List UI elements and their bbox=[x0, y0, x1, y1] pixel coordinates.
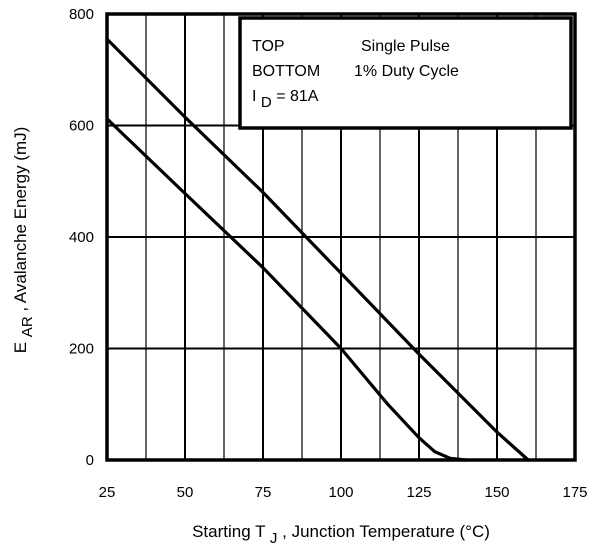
x-tick-label: 50 bbox=[177, 484, 194, 501]
y-tick-label: 600 bbox=[69, 118, 94, 135]
legend-top-value: Single Pulse bbox=[361, 38, 450, 55]
legend-condition-prefix: I bbox=[252, 88, 256, 105]
x-tick-label: 25 bbox=[99, 484, 116, 501]
plot-frame bbox=[105, 12, 577, 462]
legend-condition-suffix: = 81A bbox=[276, 88, 319, 105]
x-tick-label: 100 bbox=[328, 484, 353, 501]
y-tick-labels: 0 200 400 600 800 bbox=[69, 6, 94, 469]
x-axis-title-suffix: , Junction Temperature (°C) bbox=[282, 522, 490, 541]
y-axis-title-prefix: E bbox=[11, 342, 30, 353]
y-axis-title-subscript: AR bbox=[19, 316, 36, 337]
series-line-duty-cycle bbox=[105, 117, 468, 462]
x-tick-label: 175 bbox=[562, 484, 587, 501]
y-tick-label: 0 bbox=[86, 452, 94, 469]
legend: TOP Single Pulse BOTTOM 1% Duty Cycle I … bbox=[238, 16, 573, 130]
x-tick-labels: 25 50 75 100 125 150 175 bbox=[99, 484, 588, 501]
legend-bottom-value: 1% Duty Cycle bbox=[354, 63, 459, 80]
y-tick-label: 200 bbox=[69, 341, 94, 358]
legend-condition: I D = 81A bbox=[252, 88, 319, 111]
x-axis-title-prefix: Starting T bbox=[192, 522, 265, 541]
legend-box bbox=[238, 16, 573, 130]
series-lines bbox=[105, 37, 530, 462]
x-axis-title: Starting T J , Junction Temperature (°C) bbox=[192, 522, 490, 545]
x-axis-title-subscript: J bbox=[270, 530, 278, 545]
legend-bottom-key: BOTTOM bbox=[252, 63, 320, 80]
y-tick-label: 400 bbox=[69, 229, 94, 246]
series-line-single-pulse bbox=[105, 37, 530, 462]
x-tick-label: 150 bbox=[484, 484, 509, 501]
x-tick-label: 125 bbox=[406, 484, 431, 501]
x-tick-label: 75 bbox=[255, 484, 272, 501]
legend-condition-subscript: D bbox=[261, 94, 272, 111]
y-axis-title-suffix: , Avalanche Energy (mJ) bbox=[11, 127, 30, 312]
y-axis-title: E AR , Avalanche Energy (mJ) bbox=[11, 127, 36, 354]
legend-top-key: TOP bbox=[252, 38, 285, 55]
y-tick-label: 800 bbox=[69, 6, 94, 23]
